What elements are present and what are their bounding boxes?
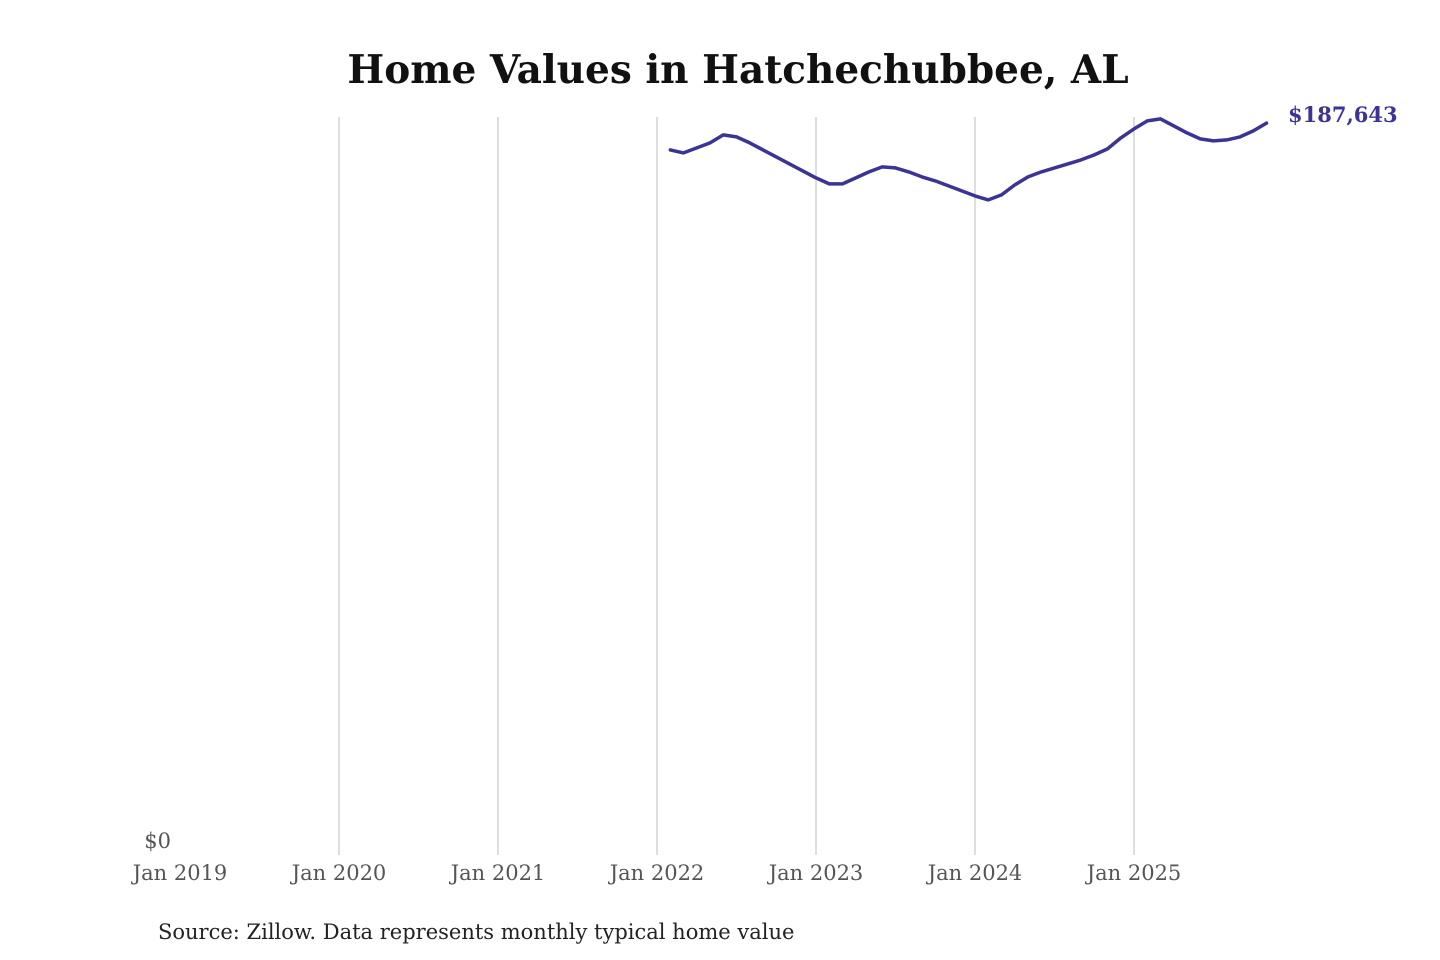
chart-title: Home Values in Hatchechubbee, AL bbox=[347, 47, 1128, 93]
x-tick-label: Jan 2023 bbox=[767, 861, 864, 885]
x-tick-label: Jan 2020 bbox=[290, 861, 387, 885]
source-note: Source: Zillow. Data represents monthly … bbox=[158, 920, 794, 944]
end-value-label: $187,643 bbox=[1288, 102, 1398, 127]
x-tick-label: Jan 2022 bbox=[608, 861, 705, 885]
x-tick-label: Jan 2024 bbox=[926, 861, 1023, 885]
x-tick-label: Jan 2019 bbox=[131, 861, 228, 885]
y-tick-label: $0 bbox=[144, 829, 171, 853]
gridlines bbox=[338, 117, 1135, 855]
series-line bbox=[668, 117, 1269, 202]
x-tick-label: Jan 2021 bbox=[449, 861, 546, 885]
x-tick-label: Jan 2025 bbox=[1085, 861, 1182, 885]
x-axis-ticks: Jan 2019 Jan 2020 Jan 2021 Jan 2022 Jan 2023… bbox=[131, 861, 1182, 885]
